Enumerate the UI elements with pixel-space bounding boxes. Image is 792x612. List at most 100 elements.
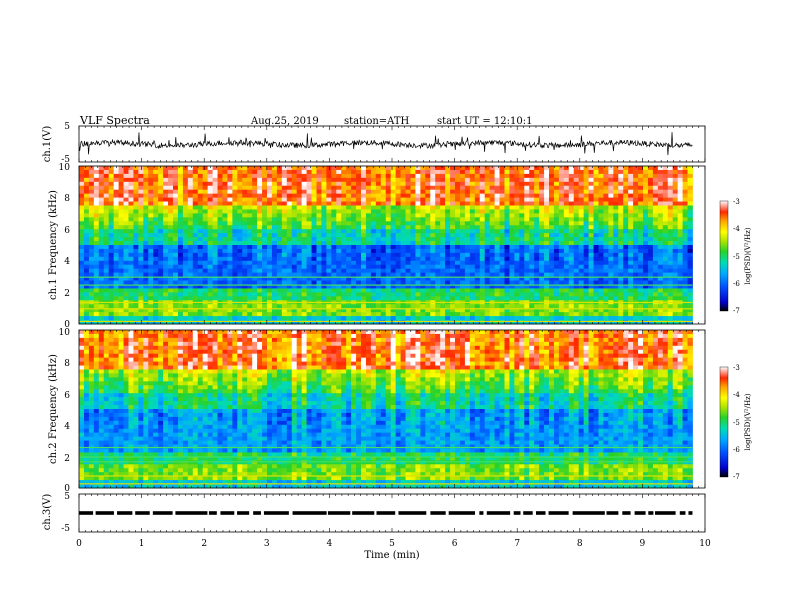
spec1-cell	[529, 225, 535, 230]
spec1-cell	[163, 213, 169, 218]
spec1-cell	[469, 316, 476, 321]
spec1-cell	[98, 193, 105, 198]
spec1-cell	[326, 312, 332, 317]
spec1-cell	[123, 316, 129, 321]
spec1-cell	[123, 272, 129, 277]
spec1-cell	[316, 233, 322, 238]
spec1-cell	[173, 197, 179, 202]
spec1-cell	[603, 284, 609, 289]
spec1-cell	[361, 245, 367, 250]
spec1-cell	[588, 276, 594, 281]
spec1-cell	[177, 256, 184, 262]
spec1-cell	[192, 280, 199, 285]
spec1-cell	[207, 217, 213, 222]
spec1-cell	[455, 256, 461, 262]
spec1-cell	[410, 320, 416, 325]
spec1-cell	[351, 166, 357, 171]
spec1-cell	[262, 205, 268, 210]
spec1-cell	[103, 197, 110, 202]
spec1-cell	[267, 276, 273, 281]
spec1-cell	[148, 197, 154, 202]
spec1-cell	[509, 288, 515, 293]
spec1-cell	[628, 304, 634, 309]
spec1-cell	[667, 217, 674, 222]
spec1-cell	[163, 288, 169, 293]
spec1-cell	[450, 284, 456, 289]
spec1-cell	[464, 237, 471, 242]
spec1-cell	[331, 288, 337, 293]
spec1-cell	[341, 225, 347, 230]
spec1-cell	[435, 237, 441, 242]
spec1-cell	[623, 177, 629, 183]
spec1-cell	[158, 280, 164, 285]
spec1-cell	[415, 233, 421, 238]
spec1-cell	[153, 304, 159, 309]
spec1-cell	[79, 276, 85, 281]
spec1-cell	[385, 229, 392, 234]
spec1-cell	[638, 276, 644, 281]
spec1-cell	[519, 316, 525, 321]
spec1-cell	[168, 292, 174, 297]
spec1-cell	[687, 237, 693, 242]
spec1-cell	[143, 268, 149, 274]
spec1-cell	[158, 225, 164, 230]
spec1-cell	[425, 276, 431, 281]
spec1-cell	[113, 280, 119, 285]
spec1-cell	[623, 193, 629, 198]
spec1-cell	[390, 233, 397, 238]
spec1-cell	[469, 213, 476, 218]
spec1-cell	[153, 245, 159, 250]
spec1-cell	[222, 221, 228, 226]
spec1-cell	[529, 237, 535, 242]
spec1-cell	[479, 193, 486, 198]
spec1-cell	[435, 229, 441, 234]
spec1-cell	[539, 280, 545, 285]
spec1-cell	[79, 173, 85, 179]
spec1-cell	[227, 312, 233, 317]
spec1-cell	[464, 213, 471, 218]
spec1-cell	[410, 284, 416, 289]
spec1-cell	[400, 304, 406, 309]
spec1-cell	[370, 217, 377, 222]
spec1-cell	[638, 304, 644, 309]
spec1-cell	[212, 225, 218, 230]
spec1-cell	[247, 241, 253, 246]
spec1-cell	[647, 260, 654, 266]
spec1-cell	[652, 252, 659, 258]
spec1-cell	[182, 248, 189, 254]
spec1-cell	[341, 248, 347, 254]
spec1-cell	[267, 252, 273, 258]
spec1-cell	[118, 173, 124, 179]
spec1-cell	[539, 260, 545, 266]
spec1-cell	[197, 213, 204, 218]
spec1-cell	[182, 296, 189, 301]
spec1-cell	[544, 189, 550, 195]
spec1-cell	[553, 213, 560, 218]
spec1-cell	[514, 308, 520, 313]
spec1-cell	[405, 229, 411, 234]
spec1-cell	[662, 197, 669, 202]
spec1-cell	[262, 233, 268, 238]
spec1-cell	[410, 248, 416, 254]
spec1-cell	[301, 193, 307, 198]
spec1-cell	[227, 268, 233, 274]
spec1-cell	[380, 245, 387, 250]
spec1-cell	[544, 320, 550, 325]
spec1-cell	[98, 248, 105, 254]
spec1-cell	[494, 217, 500, 222]
spec1-cell	[445, 264, 451, 270]
spec1-cell	[232, 201, 238, 206]
spec1-cell	[628, 166, 634, 171]
spec1-cell	[647, 173, 654, 179]
spec1-cell	[459, 173, 466, 179]
spec1-cell	[375, 189, 382, 195]
spec1-cell	[549, 189, 555, 195]
spec1-cell	[598, 268, 604, 274]
spec1-cell	[98, 169, 105, 175]
spec1-cell	[524, 260, 530, 266]
spec1-cell	[138, 201, 144, 206]
spec1-cell	[222, 320, 228, 325]
spec1-cell	[469, 248, 476, 254]
spec1-cell	[311, 181, 317, 187]
spec1-cell	[652, 193, 659, 198]
